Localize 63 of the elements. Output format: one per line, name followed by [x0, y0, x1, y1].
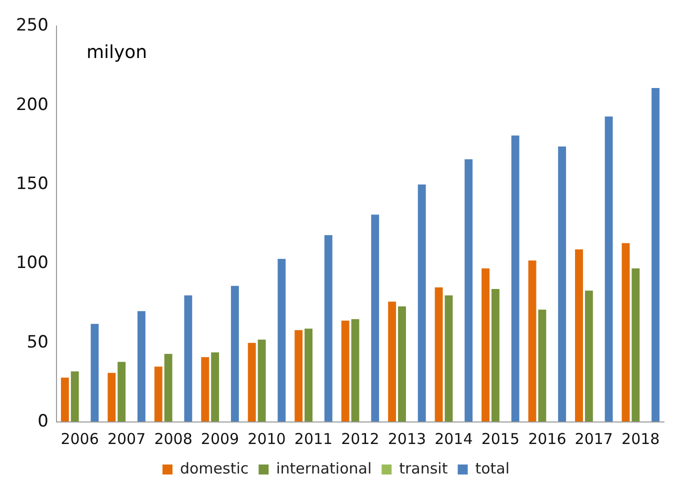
y-tick-label: 100 — [16, 253, 48, 274]
x-tick-label: 2008 — [154, 430, 192, 448]
bar — [558, 146, 566, 422]
bar — [491, 289, 500, 422]
x-tick-label: 2015 — [481, 430, 520, 448]
x-tick-label: 2010 — [248, 430, 286, 448]
bar — [278, 258, 286, 422]
bar — [388, 302, 396, 422]
bar — [154, 366, 162, 422]
bar — [444, 295, 453, 422]
bar — [398, 306, 406, 422]
y-tick-label: 0 — [38, 411, 48, 432]
bar — [632, 268, 640, 422]
bar — [184, 295, 192, 422]
bar — [211, 352, 220, 422]
x-tick-label: 2007 — [107, 430, 146, 448]
y-tick-label: 200 — [16, 94, 48, 115]
x-tick-label: 2018 — [622, 430, 660, 448]
legend-label: domestic — [180, 459, 249, 478]
bar — [164, 354, 172, 422]
bar — [584, 290, 593, 422]
bar — [118, 362, 126, 422]
legend-label: total — [475, 459, 510, 478]
legend-label: international — [276, 459, 372, 478]
bar — [108, 372, 116, 422]
bar — [575, 249, 583, 422]
bar — [230, 286, 239, 422]
bar — [418, 184, 426, 422]
bar — [464, 159, 473, 422]
bar — [248, 342, 256, 422]
bar — [258, 340, 266, 422]
bar — [70, 371, 79, 422]
bar — [201, 357, 210, 422]
bar — [294, 330, 303, 422]
bar — [341, 320, 350, 422]
bar — [90, 324, 99, 422]
legend-label: transit — [399, 459, 448, 478]
x-tick-label: 2011 — [294, 430, 333, 448]
bar — [60, 378, 69, 422]
bar — [434, 287, 443, 422]
bar — [538, 310, 546, 422]
bar — [622, 243, 630, 422]
bar — [511, 135, 520, 422]
bar — [351, 319, 360, 422]
x-tick-label: 2017 — [574, 430, 613, 448]
bar — [371, 214, 380, 422]
x-tick-label: 2016 — [528, 430, 566, 448]
bar — [528, 260, 536, 422]
bar — [482, 268, 490, 422]
y-tick-label: 150 — [16, 174, 48, 194]
bar — [137, 311, 146, 422]
y-tick-label: 50 — [26, 332, 48, 352]
x-tick-label: 2013 — [388, 430, 426, 448]
annotation: milyon — [86, 42, 148, 63]
x-tick-label: 2014 — [434, 430, 473, 448]
bar — [652, 88, 660, 422]
bar — [304, 328, 312, 422]
x-tick-label: 2006 — [60, 430, 99, 448]
y-tick-label: 250 — [16, 16, 48, 36]
x-tick-label: 2012 — [341, 430, 380, 448]
bar — [324, 235, 332, 422]
bar — [604, 116, 613, 422]
x-tick-label: 2009 — [200, 430, 240, 448]
